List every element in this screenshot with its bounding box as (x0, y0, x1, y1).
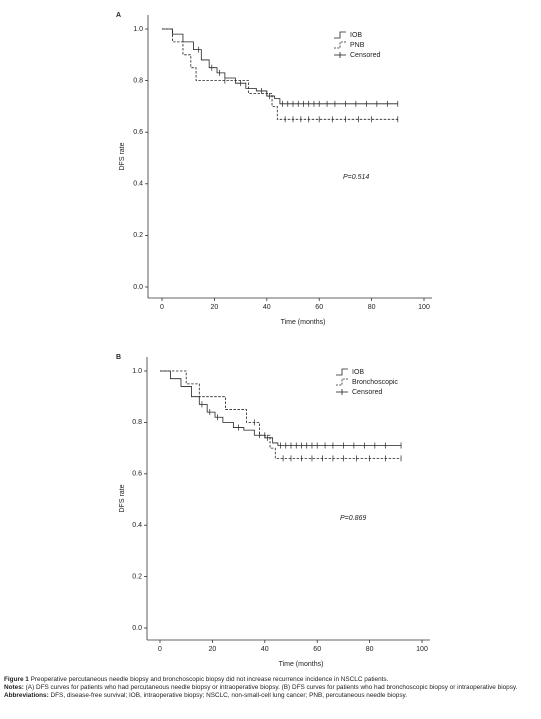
x-axis-label: Time (months) (281, 319, 326, 326)
x-tick-label: 20 (209, 646, 217, 653)
notes-text: (A) DFS curves for patients who had perc… (25, 684, 518, 691)
y-tick-label: 1.0 (132, 368, 142, 375)
survival-curve (160, 370, 402, 459)
notes-label: Notes: (4, 684, 24, 691)
caption: Figure 1 Preoperative percutaneous needl… (4, 676, 537, 700)
x-tick-label: 0 (160, 304, 164, 311)
abbreviations: Abbreviations: DFS, disease-free surviva… (4, 692, 537, 700)
y-tick-label: 1.0 (133, 26, 143, 33)
legend-label: PNB (350, 42, 365, 49)
y-tick-label: 0.8 (133, 77, 143, 84)
x-tick-label: 40 (263, 304, 271, 311)
y-tick-label: 0.8 (132, 419, 142, 426)
y-tick-label: 0.2 (133, 232, 143, 239)
y-axis-label: DFS rate (119, 484, 126, 512)
figure-caption: Figure 1 Preoperative percutaneous needl… (4, 676, 537, 684)
legend-label: IOB (350, 32, 362, 39)
figure-label: Figure 1 (4, 676, 29, 683)
y-tick-label: 0.0 (133, 284, 143, 291)
x-axis-label: Time (months) (279, 661, 324, 668)
x-tick-label: 0 (158, 646, 162, 653)
y-tick-label: 0.4 (132, 522, 142, 529)
annotation: P=0.869 (340, 515, 366, 522)
legend-symbol (336, 378, 348, 386)
legend-symbol (334, 41, 346, 49)
legend-label: Censored (352, 389, 382, 396)
x-tick-label: 80 (368, 304, 376, 311)
x-tick-label: 100 (418, 304, 430, 311)
x-tick-label: 60 (313, 646, 321, 653)
panel-label: B (116, 354, 121, 361)
y-axis-label: DFS rate (119, 142, 126, 170)
y-tick-label: 0.4 (133, 181, 143, 188)
survival-curve (162, 28, 398, 105)
figure-text: Preoperative percutaneous needle biopsy … (30, 676, 389, 683)
survival-curve (160, 370, 402, 446)
panel-label: A (116, 12, 121, 19)
y-tick-label: 0.6 (133, 129, 143, 136)
abbr-text: DFS, disease-free survival; IOB, intraop… (50, 692, 408, 699)
annotation: P=0.514 (343, 174, 369, 181)
x-tick-label: 100 (416, 646, 428, 653)
legend-symbol (334, 31, 346, 39)
legend-label: IOB (352, 369, 364, 376)
y-tick-label: 0.0 (132, 625, 142, 632)
x-tick-label: 60 (315, 304, 323, 311)
charts: A 0.0 0.2 0.4 0.6 0.8 1.0 0 20 40 60 80 100 Time (mon… (116, 12, 432, 668)
survival-curve (162, 28, 398, 120)
x-tick-label: 40 (261, 646, 269, 653)
y-tick-label: 0.6 (132, 471, 142, 478)
legend-label: Censored (350, 52, 380, 59)
legend-symbol (336, 368, 348, 376)
x-tick-label: 20 (211, 304, 219, 311)
abbr-label: Abbreviations: (4, 692, 49, 699)
x-tick-label: 80 (366, 646, 374, 653)
legend-label: Bronchoscopic (352, 379, 398, 386)
y-tick-label: 0.2 (132, 573, 142, 580)
notes: Notes: (A) DFS curves for patients who h… (4, 684, 537, 692)
